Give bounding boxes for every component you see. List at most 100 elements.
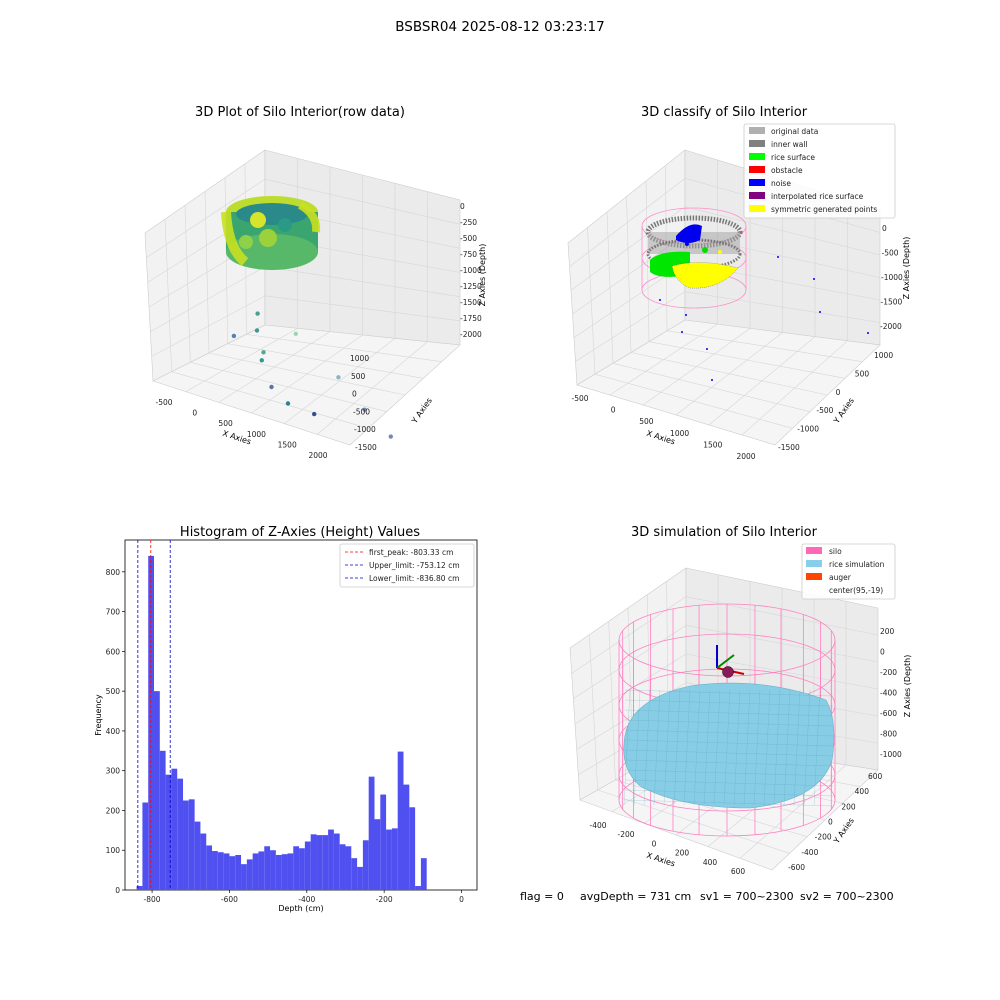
status-flag: flag = 0 — [520, 890, 564, 903]
histogram-bar — [351, 858, 358, 890]
classify-3d-panel: 3D classify of Silo Interior — [567, 105, 911, 461]
simulation-zlabel: Z Axies (Depth) — [903, 655, 912, 718]
histogram-bar — [188, 799, 195, 890]
histogram-y-tick-label: 0 — [115, 886, 120, 895]
histogram-bar — [328, 829, 334, 890]
raw-title: 3D Plot of Silo Interior(row data) — [195, 105, 405, 120]
status-sv2: sv2 = 700~2300 — [800, 890, 894, 903]
histogram-legend: first_peak: -803.33 cm Upper_limit: -753.… — [339, 543, 475, 588]
histogram-x-tick-label: -600 — [221, 895, 238, 904]
sim-z-tick: -400 — [880, 689, 897, 698]
raw-outlier-point — [336, 375, 341, 380]
histogram-bar — [183, 800, 189, 890]
cls-x-tick: -500 — [571, 394, 588, 403]
cls-z-tick: -500 — [882, 249, 899, 258]
histogram-bar — [171, 768, 178, 890]
sim-y-tick: 200 — [841, 802, 856, 811]
histogram-ylabel: Frequency — [94, 694, 103, 736]
cls-z-tick: -1500 — [881, 298, 903, 307]
cls-x-tick: 0 — [611, 406, 616, 415]
histogram-bar — [177, 778, 184, 890]
sim-z-tick: 200 — [880, 627, 895, 636]
histogram-bar — [397, 751, 404, 890]
sim-x-tick: -200 — [617, 830, 634, 839]
histogram-bar — [293, 846, 300, 890]
cls-y-tick: 0 — [836, 388, 841, 397]
histogram-bar — [275, 855, 282, 890]
histogram-bar — [368, 776, 375, 890]
histogram-x-tick-label: 0 — [459, 895, 464, 904]
raw-z-tick: -750 — [460, 250, 477, 259]
histogram-y-tick-label: 200 — [106, 806, 121, 815]
raw-outlier-point — [312, 411, 317, 417]
sim-y-tick: -600 — [788, 863, 805, 872]
cls-y-tick: -500 — [816, 406, 833, 415]
raw-z-tick: -1000 — [460, 266, 482, 275]
raw-outlier-point — [269, 384, 274, 390]
histogram-bar — [258, 851, 265, 890]
cls-y-tick: -1000 — [797, 425, 819, 434]
classify-legend-swatch — [749, 166, 765, 173]
histogram-legend-label: Upper_limit: -753.12 cm — [369, 561, 460, 570]
sim-z-tick: -1000 — [880, 750, 902, 759]
raw-y-tick: -1500 — [355, 443, 377, 452]
histogram-bar — [212, 851, 218, 890]
simulation-auger — [716, 645, 745, 678]
histogram-bar — [316, 835, 323, 890]
histogram-bar — [223, 853, 230, 890]
histogram-bar — [200, 833, 207, 890]
classify-legend-label: noise — [771, 179, 791, 188]
histogram-x-tick-label: -800 — [144, 895, 161, 904]
figure-suptitle: BSBSR04 2025-08-12 03:23:17 — [395, 19, 604, 35]
histogram-x-tick-label: -400 — [298, 895, 315, 904]
classify-legend-swatch — [749, 140, 765, 147]
classify-legend: original data inner wall rice surface obsta… — [743, 123, 896, 219]
raw-outlier-point — [231, 333, 237, 339]
cls-y-tick: 1000 — [874, 351, 893, 360]
classify-legend-swatch — [749, 192, 765, 199]
simulation-legend: silo rice simulation auger center(95,-19) — [801, 543, 896, 600]
raw-zlabel: Z Axies (Depth) — [478, 244, 487, 307]
histogram-xlabel: Depth (cm) — [278, 904, 323, 913]
raw-x-tick: 1500 — [278, 440, 297, 449]
histogram-bar — [229, 856, 236, 890]
simulation-legend-label: rice simulation — [829, 560, 885, 569]
status-avg-depth: avgDepth = 731 cm — [580, 890, 691, 903]
raw-x-tick: 1000 — [247, 430, 266, 439]
raw-y-tick: 500 — [351, 372, 366, 381]
raw-ylabel: Y Axies — [409, 396, 434, 426]
raw-outlier-point — [254, 328, 260, 333]
raw-outlier-point — [255, 311, 260, 316]
histogram-bar — [310, 834, 317, 890]
classify-legend-label: interpolated rice surface — [771, 192, 864, 201]
sim-y-tick: -200 — [815, 833, 832, 842]
cls-y-tick: 500 — [855, 369, 870, 378]
histogram-bar — [246, 859, 253, 891]
raw-outlier-points — [231, 311, 393, 439]
cls-x-tick: 500 — [639, 417, 654, 426]
histogram-y-tick-label: 500 — [106, 687, 121, 696]
histogram-bar — [194, 821, 201, 890]
classify-legend-label: original data — [771, 127, 818, 136]
classify-legend-label: rice surface — [771, 153, 815, 162]
classify-legend-swatch — [749, 179, 765, 186]
simulation-legend-label: center(95,-19) — [829, 586, 883, 595]
raw-y-tick: -1000 — [354, 425, 376, 434]
histogram-bar — [304, 841, 311, 890]
histogram-bar — [264, 846, 271, 890]
simulation-3d-panel: 3D simulation of Silo Interior -400 -200 0… — [569, 525, 912, 876]
sim-z-tick: -200 — [880, 668, 897, 677]
histogram-bar — [420, 858, 427, 890]
histogram-bar — [142, 802, 149, 890]
simulation-legend-label: auger — [829, 573, 852, 582]
simulation-legend-swatch — [806, 573, 822, 580]
histogram-bar — [235, 855, 242, 890]
cls-x-tick: 1500 — [703, 440, 722, 449]
histogram-bar — [339, 844, 346, 890]
raw-outlier-point — [293, 331, 298, 336]
simulation-legend-label: silo — [829, 547, 842, 556]
sim-z-tick: -600 — [880, 709, 897, 718]
histogram-bar — [415, 886, 421, 890]
raw-x-tick: 2000 — [308, 451, 327, 460]
histogram-bar — [345, 846, 352, 890]
